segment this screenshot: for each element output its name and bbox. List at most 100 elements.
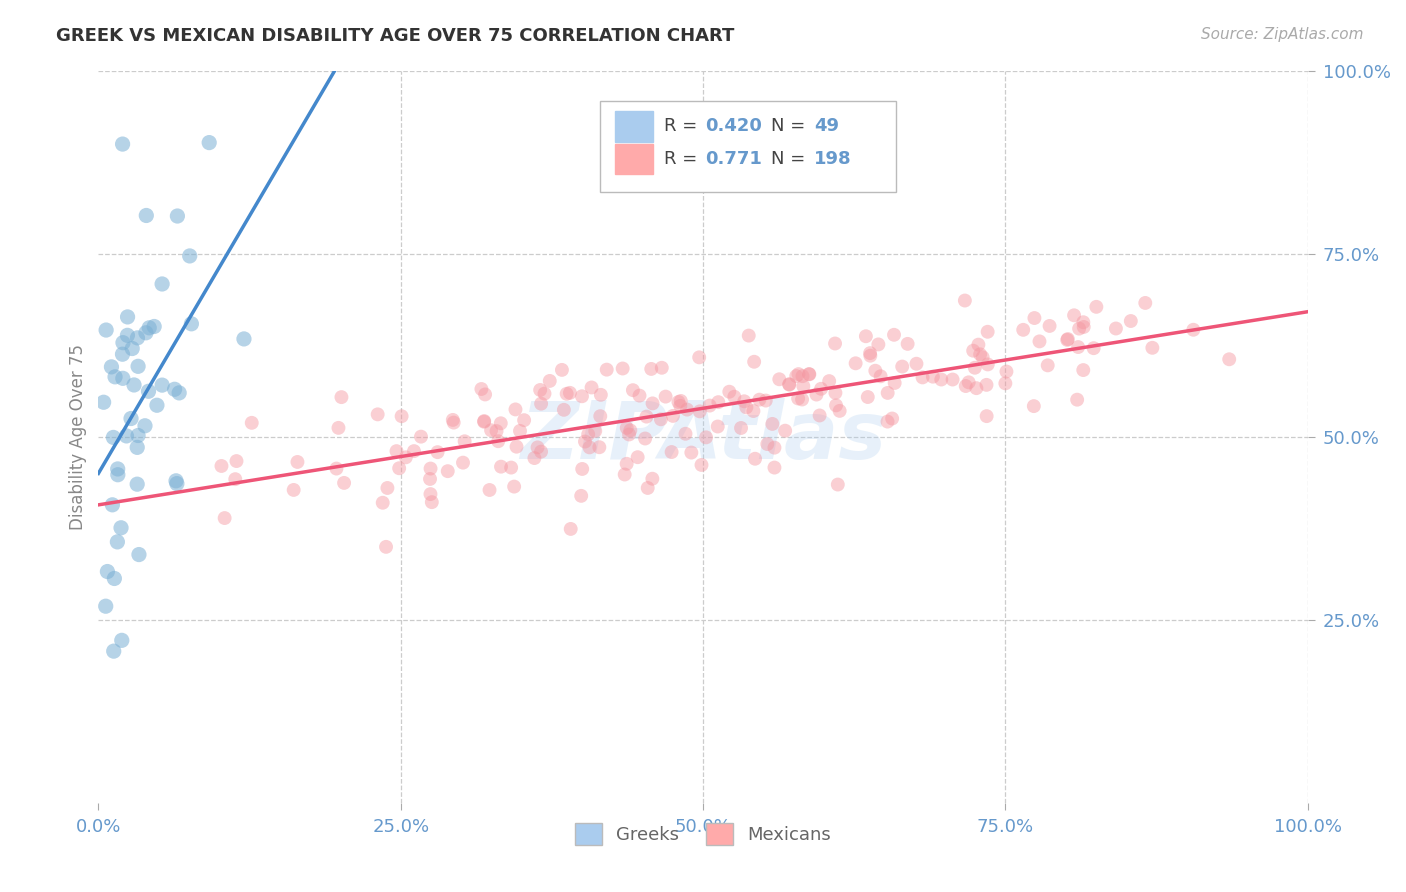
Point [792, 369, 814, 384]
Point [105, 534, 128, 549]
Point [972, 350, 994, 364]
Text: ZIPAtlas: ZIPAtlas [520, 398, 886, 476]
Point [589, 409, 612, 424]
Point [650, 412, 672, 426]
Point [581, 380, 603, 394]
Point [167, 385, 190, 400]
Text: 0.771: 0.771 [706, 150, 762, 168]
Point [107, 462, 129, 476]
Point [756, 437, 779, 451]
Point [127, 428, 149, 442]
Point [96, 565, 118, 579]
Point [166, 476, 188, 491]
Point [443, 416, 465, 430]
Point [977, 358, 1000, 372]
Point [122, 378, 145, 392]
Point [489, 417, 512, 431]
Point [505, 440, 527, 454]
Point [1038, 318, 1060, 333]
Point [695, 430, 717, 444]
Point [744, 451, 766, 466]
Point [856, 390, 879, 404]
Point [963, 360, 986, 375]
Point [962, 343, 984, 358]
Text: N =: N = [770, 150, 811, 168]
Point [969, 347, 991, 361]
Point [778, 377, 800, 392]
Point [891, 359, 914, 374]
Point [768, 372, 790, 386]
Point [501, 460, 523, 475]
Point [661, 445, 683, 459]
Point [555, 386, 578, 401]
Point [474, 387, 496, 401]
Point [143, 319, 166, 334]
Point [100, 359, 122, 374]
Point [955, 379, 977, 393]
Point [845, 356, 868, 370]
Point [138, 384, 160, 399]
Point [995, 365, 1018, 379]
Point [865, 364, 887, 378]
Point [675, 426, 697, 441]
Point [93, 395, 115, 409]
Point [530, 397, 553, 411]
Point [855, 329, 877, 343]
Point [651, 360, 673, 375]
Point [669, 393, 692, 408]
Point [883, 327, 905, 342]
Point [180, 317, 202, 331]
Point [127, 331, 149, 345]
Point [876, 415, 898, 429]
Point [828, 404, 851, 418]
Point [478, 483, 501, 497]
Point [325, 461, 347, 475]
Point [138, 321, 160, 335]
Y-axis label: Disability Age Over 75: Disability Age Over 75 [69, 344, 87, 530]
Point [385, 444, 408, 458]
Point [976, 377, 998, 392]
Point [681, 445, 703, 459]
Point [761, 417, 783, 431]
Point [641, 396, 664, 410]
Point [470, 382, 492, 396]
Point [419, 487, 441, 501]
Point [489, 459, 512, 474]
Point [905, 357, 928, 371]
Point [735, 401, 758, 415]
Text: GREEK VS MEXICAN DISABILITY AGE OVER 75 CORRELATION CHART: GREEK VS MEXICAN DISABILITY AGE OVER 75 … [56, 27, 734, 45]
Point [859, 349, 882, 363]
Point [409, 430, 432, 444]
Point [485, 424, 508, 438]
Point [1073, 320, 1095, 334]
Point [103, 430, 125, 444]
Point [283, 483, 305, 497]
Point [391, 409, 413, 424]
Point [859, 346, 882, 360]
Point [1135, 296, 1157, 310]
Point [509, 424, 531, 438]
Point [640, 362, 662, 376]
Point [111, 347, 134, 361]
Point [94, 323, 117, 337]
Point [1073, 315, 1095, 329]
Point [523, 451, 546, 466]
Point [503, 480, 526, 494]
Point [637, 481, 659, 495]
Point [883, 376, 905, 390]
Point [792, 379, 814, 393]
Point [929, 372, 952, 386]
Point [211, 458, 233, 473]
Point [688, 351, 710, 365]
Point [479, 423, 502, 437]
Point [453, 434, 475, 449]
Point [1105, 321, 1128, 335]
Point [166, 209, 188, 223]
Point [571, 389, 593, 403]
Point [240, 416, 263, 430]
Point [135, 209, 157, 223]
Point [911, 370, 934, 384]
Point [571, 462, 593, 476]
Point [1024, 311, 1046, 326]
Point [1218, 352, 1240, 367]
